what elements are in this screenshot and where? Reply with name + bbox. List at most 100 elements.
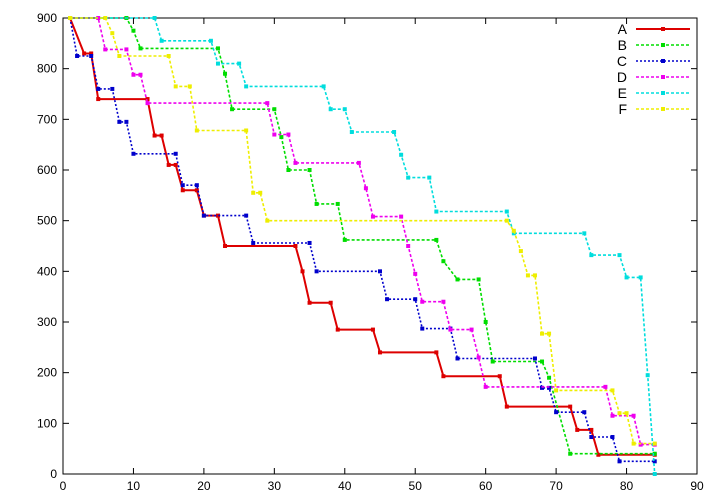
data-point bbox=[617, 459, 622, 464]
data-point bbox=[145, 101, 150, 106]
y-tick-label: 400 bbox=[37, 264, 57, 278]
data-point bbox=[180, 188, 185, 193]
series-c bbox=[68, 16, 657, 464]
series-a bbox=[68, 16, 657, 457]
data-point bbox=[244, 84, 249, 89]
data-point bbox=[413, 271, 418, 276]
data-point bbox=[159, 38, 164, 43]
data-point bbox=[420, 326, 425, 331]
data-point bbox=[540, 331, 545, 336]
y-tick-label: 300 bbox=[37, 315, 57, 329]
data-point bbox=[307, 300, 312, 305]
data-point bbox=[568, 451, 573, 456]
data-point bbox=[152, 16, 157, 20]
series-line-b bbox=[70, 17, 655, 455]
data-point bbox=[370, 327, 375, 332]
data-point bbox=[201, 213, 206, 218]
data-point bbox=[596, 452, 601, 457]
data-point bbox=[624, 411, 629, 416]
data-point bbox=[96, 97, 101, 102]
data-point bbox=[532, 356, 537, 361]
data-point bbox=[265, 101, 270, 106]
data-point bbox=[173, 151, 178, 156]
data-point bbox=[378, 350, 382, 355]
data-point bbox=[215, 213, 220, 218]
data-point bbox=[279, 135, 284, 140]
data-point bbox=[645, 373, 650, 378]
data-point bbox=[582, 231, 587, 236]
legend-label: F bbox=[618, 101, 627, 117]
data-point bbox=[237, 61, 242, 66]
data-point bbox=[293, 160, 298, 165]
legend-marker bbox=[661, 75, 665, 79]
data-point bbox=[272, 132, 277, 137]
data-point bbox=[187, 84, 192, 89]
data-point bbox=[96, 16, 101, 20]
data-point bbox=[413, 297, 418, 302]
data-point bbox=[215, 46, 220, 51]
data-point bbox=[483, 384, 488, 389]
data-point bbox=[89, 51, 94, 56]
data-point bbox=[244, 213, 249, 218]
data-point bbox=[307, 240, 312, 245]
plot-frame bbox=[62, 17, 698, 475]
data-point bbox=[575, 427, 580, 432]
series-e bbox=[68, 16, 657, 476]
data-point bbox=[258, 190, 263, 195]
data-point bbox=[194, 183, 199, 188]
data-point bbox=[342, 107, 347, 112]
data-point bbox=[124, 47, 129, 52]
data-point bbox=[518, 249, 523, 254]
data-point bbox=[96, 86, 101, 91]
data-point bbox=[434, 237, 439, 242]
data-point bbox=[194, 188, 199, 193]
data-point bbox=[434, 350, 439, 355]
data-point bbox=[441, 374, 446, 379]
data-point bbox=[483, 320, 488, 324]
y-tick-label: 600 bbox=[37, 163, 57, 177]
legend-label: C bbox=[617, 53, 627, 69]
data-point bbox=[610, 435, 615, 440]
data-point bbox=[286, 132, 291, 137]
data-point bbox=[314, 269, 319, 274]
data-point bbox=[103, 47, 108, 52]
data-point bbox=[540, 359, 545, 364]
y-tick-label: 200 bbox=[37, 366, 57, 380]
data-point bbox=[300, 269, 305, 274]
x-tick-label: 20 bbox=[197, 479, 211, 493]
data-point bbox=[117, 119, 122, 124]
data-point bbox=[490, 359, 495, 364]
data-point bbox=[652, 451, 657, 456]
series-f bbox=[68, 16, 657, 446]
data-point bbox=[230, 107, 235, 112]
series-line-a bbox=[69, 17, 655, 456]
y-tick-label: 500 bbox=[37, 214, 57, 228]
data-point bbox=[406, 244, 411, 248]
legend-label: D bbox=[617, 69, 627, 85]
data-point bbox=[89, 54, 94, 58]
data-point bbox=[75, 54, 80, 58]
data-point bbox=[173, 162, 178, 167]
data-point bbox=[378, 269, 382, 274]
data-point bbox=[603, 384, 608, 389]
data-point bbox=[314, 201, 319, 206]
data-point bbox=[363, 186, 368, 191]
data-point bbox=[328, 300, 333, 305]
data-point bbox=[117, 54, 122, 58]
data-point bbox=[145, 97, 150, 102]
data-point bbox=[441, 299, 446, 304]
data-point bbox=[631, 413, 636, 418]
x-tick-label: 40 bbox=[338, 479, 352, 493]
legend-label: B bbox=[618, 37, 627, 53]
data-point bbox=[469, 327, 474, 332]
data-point bbox=[103, 16, 108, 20]
data-point bbox=[272, 107, 277, 112]
data-point bbox=[434, 209, 439, 214]
x-tick-label: 60 bbox=[479, 479, 493, 493]
series-d bbox=[68, 16, 657, 447]
data-point bbox=[547, 331, 552, 336]
data-point bbox=[504, 218, 509, 223]
series-layer bbox=[68, 16, 657, 476]
